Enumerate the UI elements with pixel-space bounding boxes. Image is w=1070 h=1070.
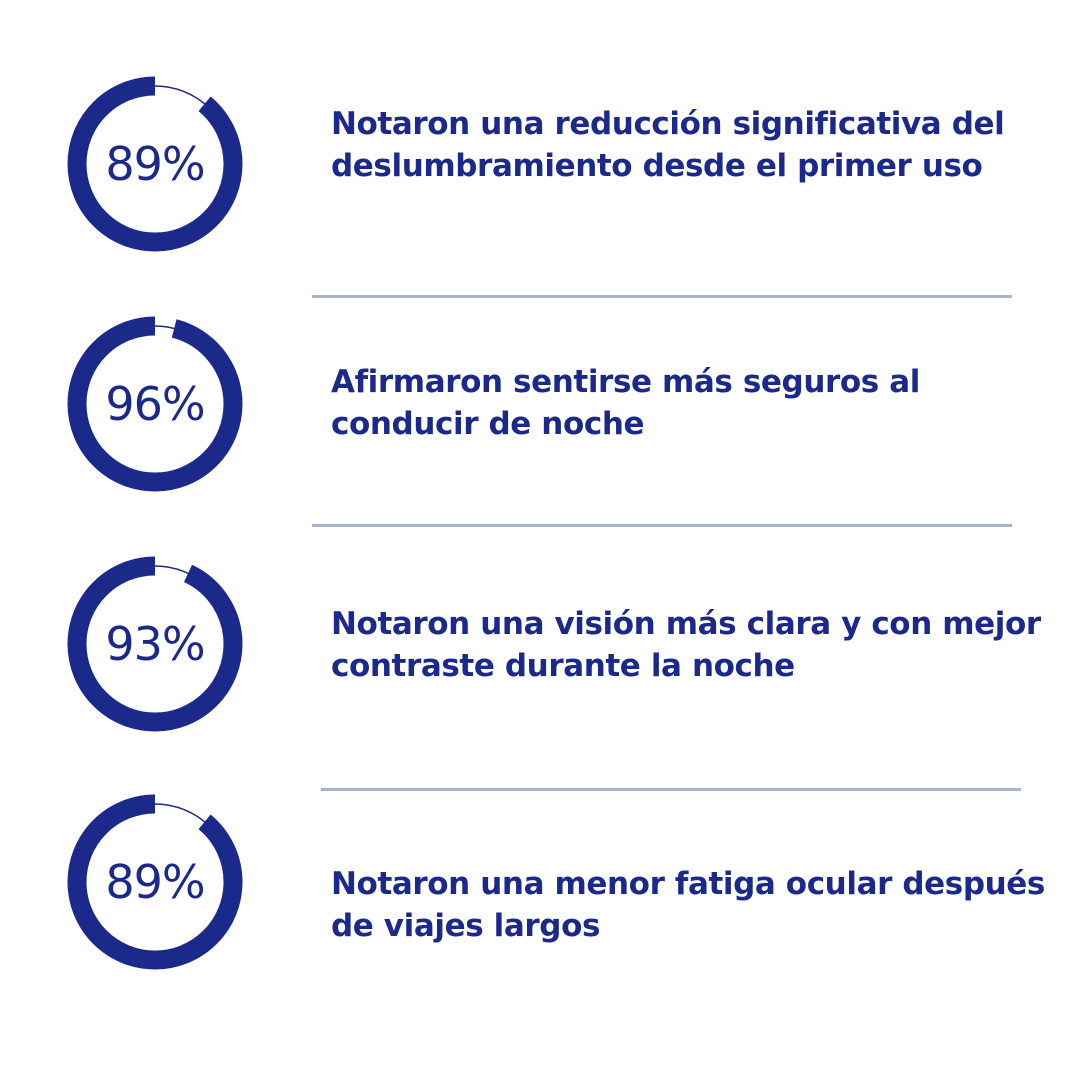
stat-label: Notaron una visión más clara y con mejor… xyxy=(331,606,1041,684)
ring-center xyxy=(87,814,223,950)
stat-label: Notaron una menor fatiga ocular después … xyxy=(331,866,1045,944)
ring-progress-arc xyxy=(67,556,243,732)
percent-value: 89% xyxy=(105,855,205,909)
ring-center xyxy=(87,96,223,232)
progress-ring-graphic xyxy=(67,556,243,732)
progress-ring: 96% xyxy=(67,316,243,492)
progress-ring-graphic xyxy=(67,316,243,492)
stat-label: Afirmaron sentirse más seguros al conduc… xyxy=(331,364,920,442)
ring-center xyxy=(87,576,223,712)
percent-value: 89% xyxy=(105,137,205,191)
percent-value: 93% xyxy=(105,617,205,671)
ring-center xyxy=(87,336,223,472)
stat-label: Notaron una reducción significativa del … xyxy=(331,106,1005,184)
ring-progress-arc xyxy=(67,794,243,970)
divider xyxy=(312,295,1012,298)
progress-ring-graphic xyxy=(67,794,243,970)
progress-ring-graphic xyxy=(67,76,243,252)
percent-value: 96% xyxy=(105,377,205,431)
ring-progress-arc xyxy=(67,76,243,252)
progress-ring: 93% xyxy=(67,556,243,732)
progress-ring: 89% xyxy=(67,794,243,970)
progress-ring: 89% xyxy=(67,76,243,252)
divider xyxy=(321,788,1021,791)
ring-progress-arc xyxy=(67,316,243,492)
divider xyxy=(312,524,1012,527)
